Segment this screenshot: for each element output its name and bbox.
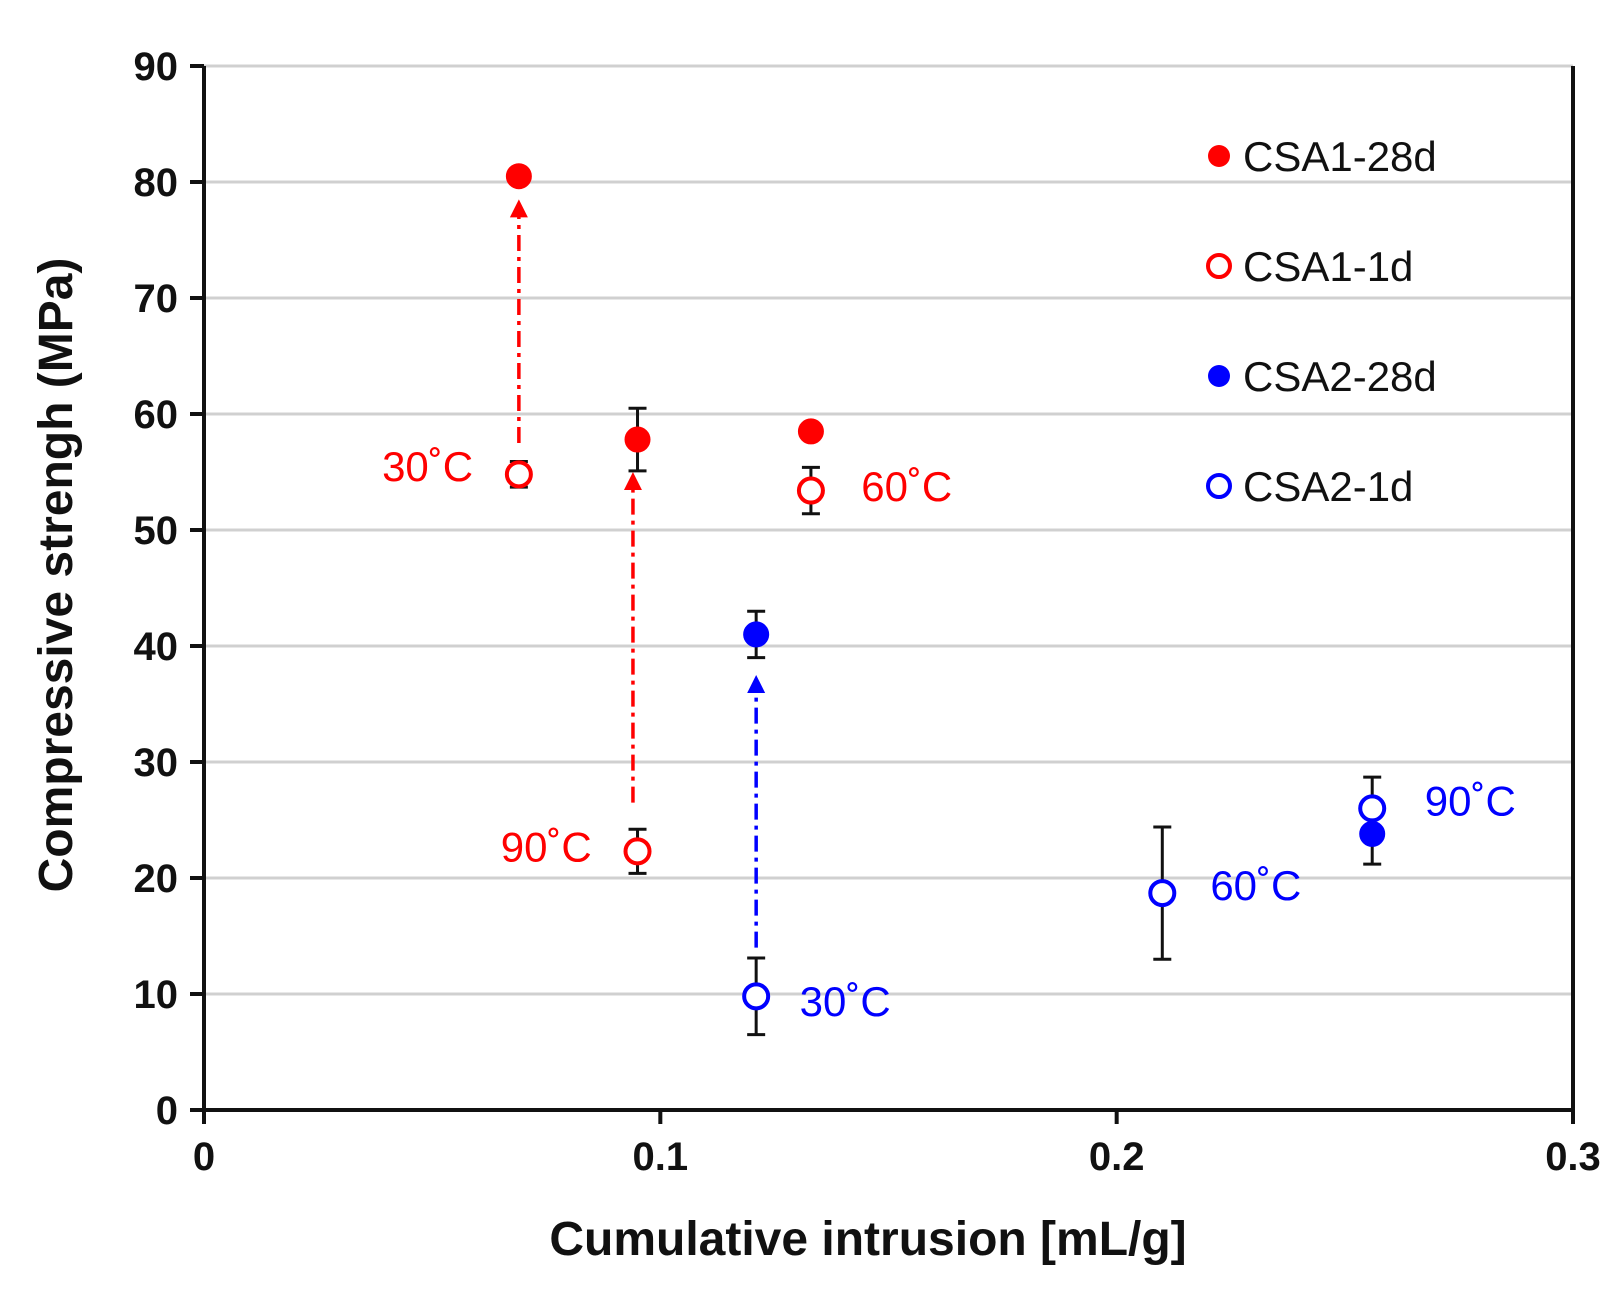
legend-marker-1 [1206,253,1232,279]
point-csa2-1d-1 [1148,879,1177,908]
x-tick-labels: 0 0.1 0.2 0.3 [193,1135,1601,1179]
point-csa1-1d-2 [796,476,825,505]
annotation-0: 30˚C [382,443,473,490]
y-tick-label-6: 60 [134,393,179,437]
point-csa1-28d-1 [624,426,651,453]
y-tick-label-9: 90 [134,45,179,89]
y-tick-label-8: 80 [134,161,179,205]
y-tick-label-2: 20 [134,857,179,901]
x-tick-label-1: 0.1 [633,1135,689,1179]
point-csa2-28d-1 [1359,820,1386,847]
axes [190,64,1575,1124]
point-csa1-1d-0 [504,460,533,489]
arrows [509,199,766,948]
annotation-1: 60˚C [861,463,952,510]
legend-marker-0 [1208,145,1230,167]
legend-marker-3 [1206,473,1232,499]
arrow-head-0 [509,199,528,218]
x-axis-title: Cumulative intrusion [mL/g] [549,1213,1186,1266]
y-tick-label-5: 50 [134,509,179,553]
x-tick-label-0: 0 [193,1135,215,1179]
y-tick-label-4: 40 [134,625,179,669]
y-axis-title: Compressive strengh (MPa) [30,258,83,893]
point-csa1-28d-0 [505,163,532,190]
data-points [504,163,1387,1011]
y-tick-label-0: 0 [156,1089,178,1133]
point-csa1-1d-1 [623,837,652,866]
annotation-5: 90˚C [1425,777,1516,824]
legend-label-0: CSA1-28d [1243,133,1437,180]
gridlines [204,64,1573,996]
annotation-3: 30˚C [800,978,891,1025]
annotation-2: 90˚C [501,824,592,871]
arrow-head-2 [747,675,766,693]
legend-label-1: CSA1-1d [1243,243,1413,290]
point-csa1-28d-2 [797,418,824,445]
x-tick-label-2: 0.2 [1089,1135,1145,1179]
temperature-annotations: 30˚C 60˚C 90˚C 30˚C 60˚C 90˚C [382,443,1516,1025]
annotation-4: 60˚C [1210,862,1301,909]
x-tick-label-3: 0.3 [1545,1135,1601,1179]
y-tick-label-3: 30 [134,741,179,785]
legend-label-3: CSA2-1d [1243,463,1413,510]
legend-label-2: CSA2-28d [1243,353,1437,400]
point-csa2-1d-0 [742,982,771,1011]
arrow-head-1 [623,472,642,490]
legend: CSA1-28d CSA1-1d CSA2-28d CSA2-1d [1206,133,1437,510]
legend-marker-2 [1208,365,1230,387]
y-tick-label-1: 10 [134,973,179,1017]
point-csa2-1d-2 [1358,794,1387,823]
y-tick-labels: 0 10 20 30 40 50 60 70 80 90 [134,45,179,1133]
point-csa2-28d-0 [743,621,770,648]
y-tick-label-7: 70 [134,277,179,321]
